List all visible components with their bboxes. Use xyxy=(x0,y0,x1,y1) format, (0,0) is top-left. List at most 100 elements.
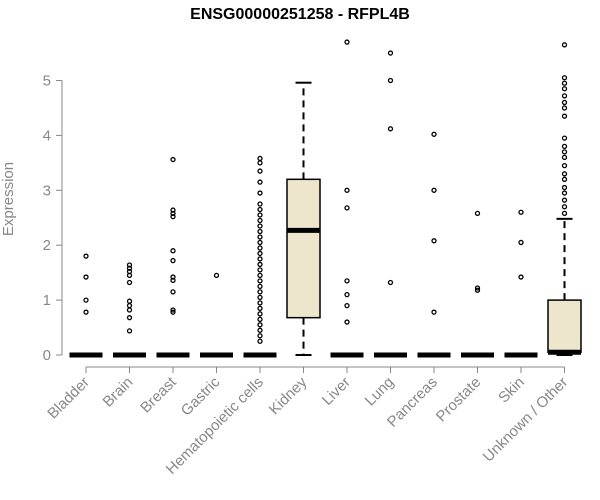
outlier-point xyxy=(474,287,481,293)
outlier-point xyxy=(126,328,133,334)
outlier-point xyxy=(387,126,394,132)
x-tick-label: Skin xyxy=(495,374,528,407)
outlier-point xyxy=(344,205,350,211)
outlier-point xyxy=(213,272,220,279)
outlier-point xyxy=(561,149,568,155)
y-tick-label: 3 xyxy=(43,182,51,199)
x-tick-label: Lung xyxy=(362,374,398,410)
outlier-point xyxy=(431,187,437,193)
outlier-point xyxy=(431,238,437,244)
outlier-point xyxy=(257,327,263,333)
outlier-point xyxy=(257,333,263,339)
box-group xyxy=(504,209,538,358)
outlier-point xyxy=(561,75,568,81)
outlier-point xyxy=(257,289,263,295)
y-tick-label: 1 xyxy=(43,292,51,309)
outlier-point xyxy=(387,77,394,84)
outlier-point xyxy=(257,250,263,257)
box-group xyxy=(547,42,582,356)
y-axis: 0 1 2 3 4 5 xyxy=(43,73,63,364)
box-group xyxy=(374,50,407,358)
outlier-point xyxy=(257,267,263,273)
y-axis-title: Expression xyxy=(0,162,17,236)
outlier-point xyxy=(257,223,263,229)
box-group xyxy=(330,39,364,358)
outlier-point xyxy=(126,268,133,275)
outlier-point xyxy=(170,307,176,313)
outlier-point xyxy=(126,265,133,271)
outlier-point xyxy=(257,305,263,311)
outlier-point xyxy=(561,80,568,86)
outlier-point xyxy=(257,190,263,196)
box-group xyxy=(461,210,494,358)
outlier-point xyxy=(257,278,263,284)
outlier-point xyxy=(561,162,568,169)
outlier-point xyxy=(474,285,481,291)
outlier-point xyxy=(257,261,263,268)
outlier-point xyxy=(126,279,133,286)
outlier-point xyxy=(257,322,263,328)
outlier-point xyxy=(431,131,437,137)
outlier-point xyxy=(344,319,350,325)
outlier-point xyxy=(257,201,263,207)
outlier-point xyxy=(257,311,263,317)
outlier-point xyxy=(561,210,568,217)
outlier-point xyxy=(170,156,176,163)
outlier-point xyxy=(257,168,263,174)
x-tick-label: Liver xyxy=(319,374,354,409)
outlier-point xyxy=(387,279,394,286)
outlier-point xyxy=(474,210,481,217)
outlier-point xyxy=(561,113,568,119)
outlier-point xyxy=(170,210,176,217)
outlier-point xyxy=(344,291,350,298)
outlier-point xyxy=(257,206,263,213)
outlier-point xyxy=(170,309,176,315)
outlier-point xyxy=(518,274,524,280)
outlier-point xyxy=(126,298,133,304)
outlier-point xyxy=(257,245,263,251)
y-tick-label: 4 xyxy=(43,127,51,144)
outlier-point xyxy=(257,155,263,162)
outlier-point xyxy=(126,307,133,313)
outlier-point xyxy=(561,135,568,141)
outlier-point xyxy=(387,50,394,56)
outlier-point xyxy=(170,277,176,283)
outlier-point xyxy=(83,253,89,259)
outlier-point xyxy=(257,239,263,246)
outlier-point xyxy=(126,315,133,321)
box-group xyxy=(156,156,190,358)
outlier-point xyxy=(257,217,263,224)
outlier-point xyxy=(518,239,524,246)
box-group xyxy=(113,262,146,358)
outlier-point xyxy=(561,93,568,99)
outlier-point xyxy=(518,209,524,215)
outlier-point xyxy=(170,274,176,280)
x-tick-label: Kidney xyxy=(266,373,311,418)
outlier-point xyxy=(561,42,568,48)
outlier-point xyxy=(344,39,350,45)
box-group xyxy=(243,155,277,358)
box-group xyxy=(69,253,103,358)
outlier-point xyxy=(561,154,568,161)
outlier-point xyxy=(170,289,176,295)
boxes xyxy=(69,39,582,358)
outlier-point xyxy=(344,302,350,309)
outlier-point xyxy=(170,214,176,220)
outlier-point xyxy=(83,309,89,315)
x-tick-label: Prostate xyxy=(433,374,485,426)
outlier-point xyxy=(561,171,568,177)
outlier-point xyxy=(170,248,176,254)
outlier-point xyxy=(83,274,89,280)
outlier-point xyxy=(257,256,263,262)
outlier-point xyxy=(561,190,568,196)
box-group xyxy=(200,272,233,358)
box-body xyxy=(286,178,321,319)
outlier-point xyxy=(561,143,568,150)
outlier-point xyxy=(126,302,133,309)
outlier-point xyxy=(257,283,263,290)
y-tick-label: 5 xyxy=(43,73,51,90)
outlier-point xyxy=(257,234,263,240)
outlier-point xyxy=(561,184,568,191)
